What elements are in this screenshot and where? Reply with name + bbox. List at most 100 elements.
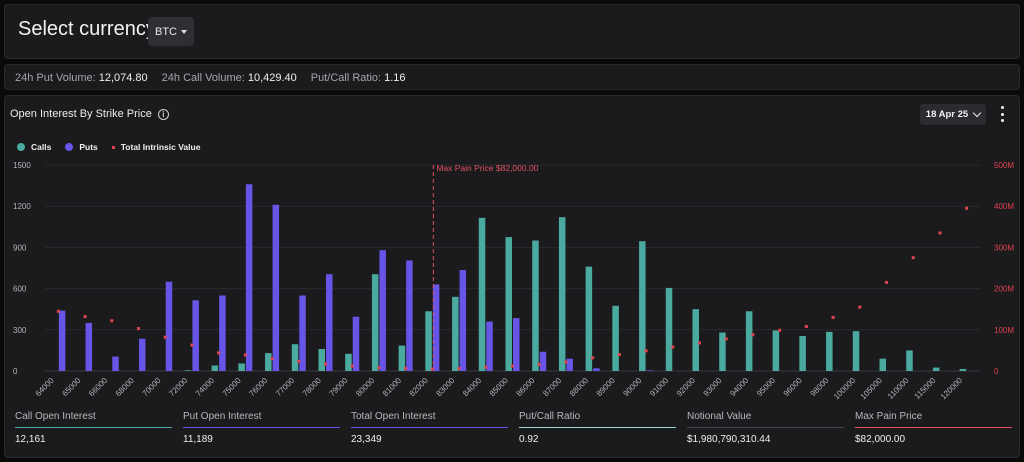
summary-max-pain: Max Pain Price $82,000.00 [855,411,1012,445]
stat-call-volume: 24h Call Volume: 10,429.40 [161,72,297,84]
bar-calls [745,311,753,371]
bar-puts [165,281,173,371]
x-tick-label: 110000 [886,376,911,401]
x-tick-label: 100000 [832,376,858,402]
bar-calls [345,353,352,371]
y-tick-left: 1200 [13,202,31,211]
x-tick-label: 98000 [808,376,830,398]
intrinsic-point [617,353,621,357]
y-tick-left: 900 [13,243,27,252]
intrinsic-point [644,349,648,353]
x-tick-label: 86000 [515,376,537,398]
intrinsic-point [217,351,221,355]
bar-puts [486,321,493,371]
bar-calls [425,311,432,371]
bar-puts [272,204,280,371]
intrinsic-point [885,280,888,284]
expiry-value: 18 Apr 25 [925,109,969,120]
intrinsic-point [591,356,595,360]
y-tick-right: 500M [994,161,1014,170]
bar-calls [371,274,379,371]
more-options-icon[interactable] [999,106,1005,122]
intrinsic-legend-swatch [111,145,115,149]
x-tick-label: 93000 [702,376,724,398]
open-interest-chart: 0 300 600 900 1200 1500 0 100M 200M 300M 400M 500M M… [13,161,1014,402]
legend-puts[interactable]: Puts [65,142,98,152]
legend-intrinsic[interactable]: Total Intrinsic Value [111,142,200,152]
intrinsic-point [430,367,434,371]
bar-calls [211,365,219,371]
x-tick-label: 83000 [434,376,456,398]
chart-title: Open Interest By Strike Price i [10,108,169,120]
select-currency-label: Select currency: [18,18,162,40]
bar-puts [85,322,93,371]
x-tick-label: 92000 [675,376,697,398]
x-tick-label: 75000 [221,376,243,398]
bar-calls [238,363,245,371]
x-tick-label: 87000 [541,376,563,398]
legend-puts-label: Puts [79,142,98,152]
summary-put-call-ratio: Put/Call Ratio 0.92 [519,411,676,445]
intrinsic-point [698,341,701,345]
x-tick-label: 80000 [354,376,376,398]
bar-puts [379,250,386,371]
y-tick-right: 200M [994,285,1014,294]
legend-calls[interactable]: Calls [17,142,51,152]
intrinsic-point [778,328,782,332]
x-tick-label: 70000 [141,376,163,398]
x-tick-label: 81000 [381,376,403,398]
bar-puts [112,356,119,371]
y-tick-left: 300 [13,326,27,335]
bar-calls [612,305,619,371]
x-tick-label: 72000 [167,376,189,398]
bar-calls [558,217,566,371]
bar-calls [799,335,806,371]
expiry-dropdown[interactable]: 18 Apr 25 [920,104,986,125]
x-tick-label: 78000 [301,376,323,398]
bar-calls [478,217,486,371]
bar-puts [513,318,520,371]
x-tick-label: 105000 [859,376,885,402]
bar-puts [139,338,146,371]
intrinsic-point [484,365,488,369]
bar-calls [398,345,406,371]
intrinsic-point [243,353,247,357]
chart-legend: Calls Puts Total Intrinsic Value [17,142,200,152]
intrinsic-point [724,337,728,341]
x-tick-label: 88000 [568,376,590,398]
max-pain-label: Max Pain Price $82,000.00 [436,163,538,173]
x-tick-label: 64000 [34,376,56,398]
bar-calls [719,332,726,371]
x-tick-label: 79000 [328,376,350,398]
bar-puts [432,284,440,371]
bar-calls [452,296,459,371]
currency-dropdown[interactable]: BTC [148,17,194,46]
bar-calls [852,331,860,371]
bar-puts [326,274,333,371]
bar-puts [352,316,360,371]
intrinsic-point [324,362,327,366]
currency-header: Select currency: BTC [4,4,1020,59]
x-tick-label: 65000 [60,376,82,398]
y-tick-right: 300M [994,243,1014,252]
intrinsic-point [110,319,114,323]
bar-calls [879,358,886,371]
bar-calls [532,240,539,371]
info-icon[interactable]: i [157,108,169,120]
x-tick-label: 94000 [728,376,750,398]
bar-calls [291,344,299,371]
x-tick-label: 66000 [87,376,109,398]
intrinsic-point [137,327,140,331]
y-tick-left: 600 [13,285,27,294]
intrinsic-point [831,315,835,319]
calls-legend-swatch [17,143,25,151]
volume-stats-bar: 24h Put Volume: 12,074.80 24h Call Volume… [4,64,1020,90]
intrinsic-point [404,367,408,371]
x-tick-label: 76000 [247,376,269,398]
bar-calls [184,370,192,371]
stat-put-call-ratio: Put/Call Ratio: 1.16 [310,72,406,84]
summary-total-oi: Total Open Interest 23,349 [351,411,508,445]
x-tick-label: 120000 [939,376,965,402]
bar-puts [539,351,547,371]
intrinsic-point [751,333,755,337]
